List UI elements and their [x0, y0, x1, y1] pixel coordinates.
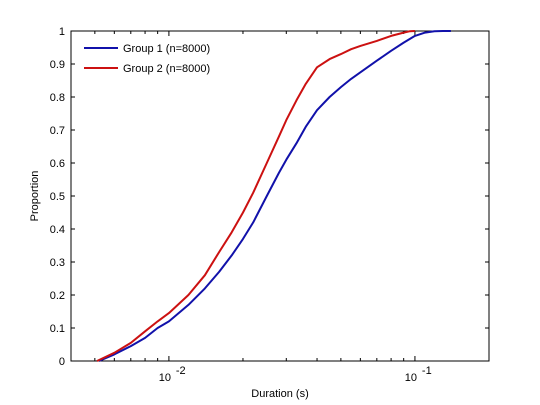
y-axis-label: Proportion	[29, 171, 41, 222]
series-line-group-1	[98, 30, 451, 362]
y-tick-label: 0.7	[50, 125, 65, 137]
legend: Group 1 (n=8000) Group 2 (n=8000)	[79, 38, 229, 80]
y-tick-label: 0.1	[50, 323, 65, 335]
y-tick-label: 0.6	[50, 158, 65, 170]
y-axis: 0 0.1 0.2 0.3 0.4 0.5 0.6 0.7 0.8 0.9 1	[50, 26, 489, 368]
legend-label-group-2: Group 2 (n=8000)	[123, 63, 210, 75]
x-tick-label-exponent: -2	[176, 365, 186, 377]
x-tick-label: 10	[159, 372, 171, 384]
x-axis: 10 -2 10 -1	[70, 31, 490, 384]
series-line-group-2	[96, 30, 415, 362]
plot-area	[70, 30, 490, 362]
x-tick-label: 10	[405, 372, 417, 384]
y-tick-label: 0.8	[50, 92, 65, 104]
y-tick-label: 0	[59, 356, 65, 368]
y-tick-label: 0.3	[50, 257, 65, 269]
y-tick-label: 0.4	[50, 224, 65, 236]
legend-box	[79, 38, 229, 80]
y-tick-label: 0.2	[50, 290, 65, 302]
legend-label-group-1: Group 1 (n=8000)	[123, 43, 210, 55]
x-axis-label: Duration (s)	[251, 388, 308, 400]
x-tick-label-exponent: -1	[422, 365, 432, 377]
series-layer	[96, 30, 451, 362]
y-tick-label: 0.9	[50, 59, 65, 71]
y-tick-label: 0.5	[50, 191, 65, 203]
y-tick-label: 1	[59, 26, 65, 38]
